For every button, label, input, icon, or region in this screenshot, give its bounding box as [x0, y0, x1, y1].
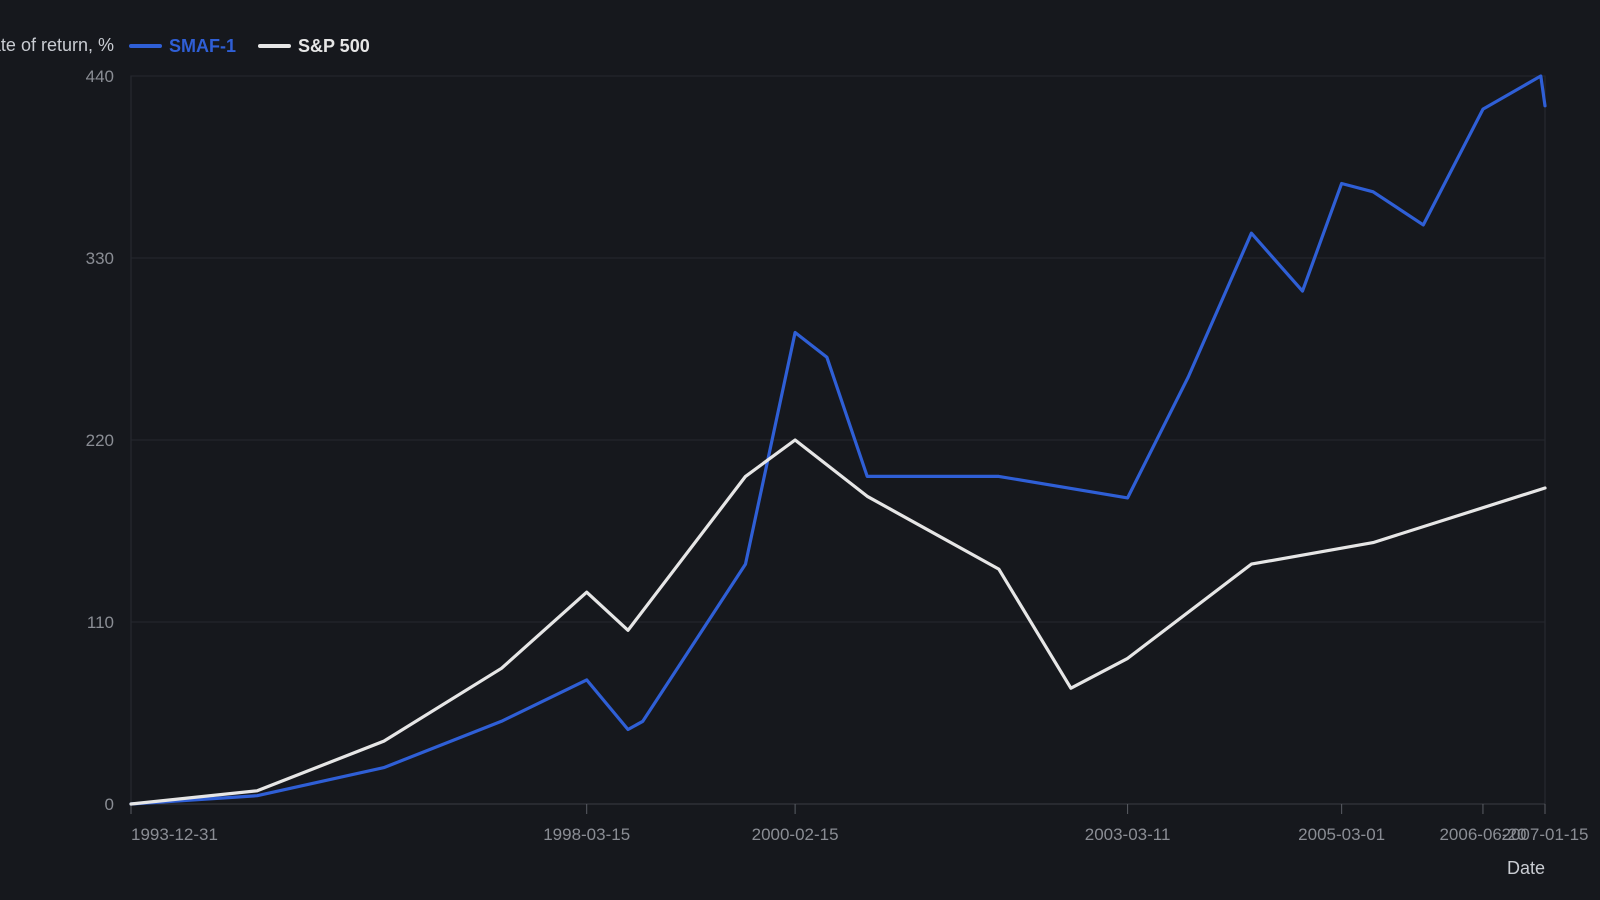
x-tick-label: 1998-03-15	[543, 825, 630, 844]
y-axis-label: Rate of return, %	[0, 35, 114, 55]
series-line-s-p-500	[129, 438, 1547, 806]
legend-label: SMAF-1	[169, 36, 236, 56]
x-tick-label: 2003-03-11	[1085, 825, 1171, 844]
y-tick-label: 0	[105, 795, 114, 814]
y-tick-label: 110	[87, 613, 114, 632]
legend-label: S&P 500	[298, 36, 370, 56]
series-line-smaf-1	[129, 74, 1547, 806]
y-tick-label: 220	[86, 431, 114, 450]
x-axis-label: Date	[1507, 858, 1545, 878]
y-tick-label: 330	[86, 249, 114, 268]
x-tick-label: 2005-03-01	[1298, 825, 1385, 844]
x-tick-label: 1993-12-31	[131, 825, 218, 844]
x-tick-label: 2007-01-15	[1502, 825, 1589, 844]
x-tick-label: 2006-06-20	[1439, 825, 1526, 844]
y-tick-label: 440	[86, 67, 114, 86]
x-tick-label: 2000-02-15	[752, 825, 839, 844]
